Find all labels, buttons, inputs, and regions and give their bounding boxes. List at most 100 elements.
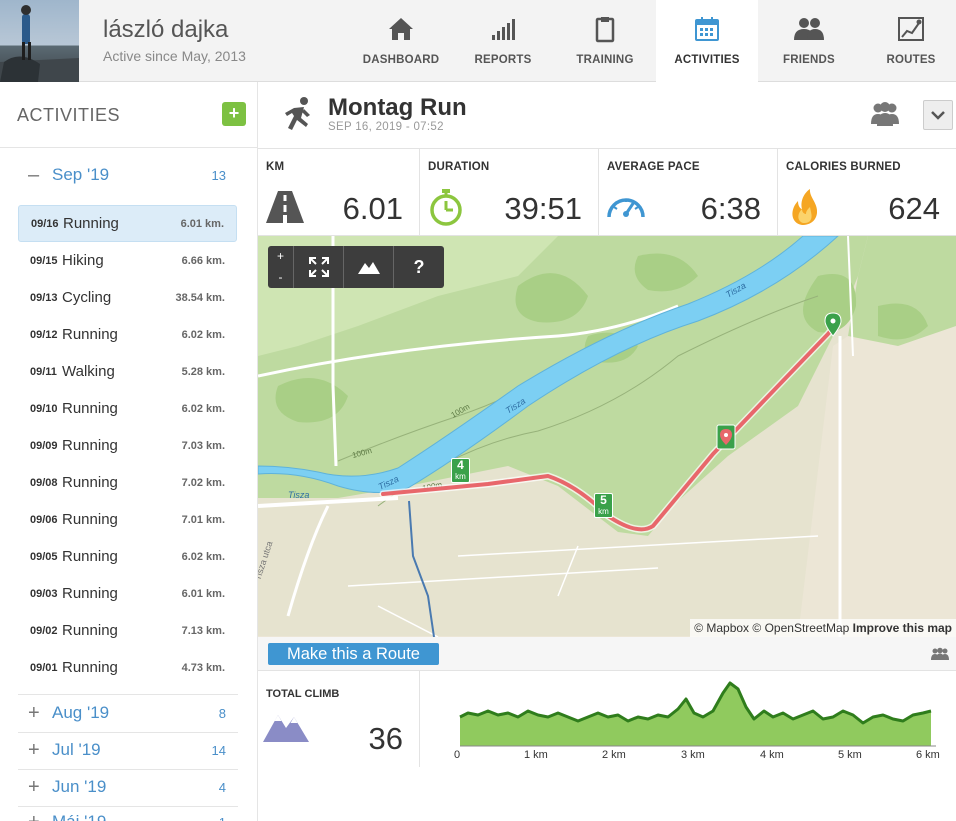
home-icon [389, 18, 413, 40]
chevron-down-icon [931, 111, 945, 120]
stat-calories: CALORIES BURNED 624 [778, 149, 956, 237]
activity-distance: 7.13 km. [181, 624, 225, 637]
divider [18, 732, 238, 733]
activity-date: 09/13 [30, 291, 58, 304]
main-nav: DASHBOARD REPORTS TRAINING ACTIVITIES FR… [350, 0, 956, 83]
actions-dropdown-button[interactable] [923, 100, 953, 130]
activity-list: 09/16 Running 6.01 km. 09/15 Hiking 6.66 km.… [18, 205, 237, 686]
month-header-may[interactable]: + Máj '19 1 [18, 804, 238, 821]
activity-distance: 6.66 km. [181, 254, 225, 267]
km-marker-5[interactable]: 5 km [594, 493, 613, 518]
activity-distance: 6.02 km. [181, 402, 225, 415]
activity-row[interactable]: 09/10 Running 6.02 km. [18, 390, 237, 427]
activity-type: Running [62, 437, 118, 454]
speedometer-icon [607, 198, 645, 218]
month-count: 13 [211, 167, 226, 183]
activity-row[interactable]: 09/03 Running 6.01 km. [18, 575, 237, 612]
collapse-icon: – [28, 163, 40, 186]
km-marker-number: 5 [600, 493, 607, 507]
activity-row[interactable]: 09/05 Running 6.02 km. [18, 538, 237, 575]
avatar-photo [0, 5, 79, 82]
route-start-pin[interactable] [824, 312, 842, 337]
expand-icon: + [28, 738, 40, 761]
zoom-out-button[interactable]: - [278, 270, 283, 284]
stat-value: 6.01 [342, 191, 403, 226]
tab-training[interactable]: TRAINING [554, 0, 656, 82]
make-route-button[interactable]: Make this a Route [268, 643, 439, 665]
elevation-chart[interactable]: 0 1 km 2 km 3 km 4 km 5 km 6 km [448, 671, 948, 771]
activity-row[interactable]: 09/08 Running 7.02 km. [18, 464, 237, 501]
add-activity-button[interactable]: + [222, 102, 246, 126]
elevation-profile [459, 681, 936, 747]
route-map-icon [898, 17, 924, 41]
month-header-jun[interactable]: + Jun '19 4 [18, 769, 238, 805]
activity-row[interactable]: 09/12 Running 6.02 km. [18, 316, 237, 353]
km-marker-4[interactable]: 4 km [451, 458, 470, 483]
improve-map-link[interactable]: Improve this map [852, 621, 952, 635]
activity-row[interactable]: 09/02 Running 7.13 km. [18, 612, 237, 649]
tab-label: FRIENDS [783, 54, 835, 66]
month-count: 4 [218, 779, 226, 795]
climb-value: 36 [368, 721, 403, 756]
activity-map[interactable]: Tisza Tisza Tisza Tisza 100m 100m 100m T… [258, 236, 956, 637]
month-header-sep[interactable]: – Sep '19 13 [18, 157, 238, 193]
activity-date: 09/09 [30, 439, 58, 452]
month-header-jul[interactable]: + Jul '19 14 [18, 732, 238, 768]
axis-label: 4 km [760, 749, 784, 761]
zoom-in-button[interactable]: + [276, 249, 284, 263]
activity-row[interactable]: 09/06 Running 7.01 km. [18, 501, 237, 538]
activity-row[interactable]: 09/15 Hiking 6.66 km. [18, 242, 237, 279]
terrain-button[interactable] [344, 246, 394, 288]
mountain-icon [357, 262, 380, 274]
activity-distance: 6.02 km. [181, 328, 225, 341]
activity-type: Cycling [62, 289, 112, 306]
route-end-pin[interactable] [716, 424, 736, 450]
osm-link[interactable]: © OpenStreetMap [752, 621, 850, 635]
tab-label: REPORTS [474, 54, 532, 66]
tab-label: ACTIVITIES [674, 54, 740, 66]
divider [18, 769, 238, 770]
tab-reports[interactable]: REPORTS [452, 0, 554, 82]
tab-dashboard[interactable]: DASHBOARD [350, 0, 452, 82]
avatar[interactable] [0, 0, 79, 82]
activity-date: 09/12 [30, 328, 58, 341]
activity-date: 09/06 [30, 513, 58, 526]
activity-type: Running [62, 622, 118, 639]
activity-row[interactable]: 09/11 Walking 5.28 km. [18, 353, 237, 390]
month-count: 1 [219, 815, 238, 821]
activity-date: 09/11 [30, 365, 57, 378]
activity-distance: 7.03 km. [181, 439, 225, 452]
activity-distance: 6.01 km. [181, 587, 225, 600]
fullscreen-button[interactable] [294, 246, 344, 288]
stat-label: CALORIES BURNED [786, 161, 901, 173]
tab-routes[interactable]: ROUTES [860, 0, 956, 82]
user-since: Active since May, 2013 [103, 48, 246, 64]
activity-row[interactable]: 09/16 Running 6.01 km. [18, 205, 237, 242]
tab-friends[interactable]: FRIENDS [758, 0, 860, 82]
activity-row[interactable]: 09/13 Cycling 38.54 km. [18, 279, 237, 316]
zoom-controls: + - [268, 246, 294, 288]
month-header-aug[interactable]: + Aug '19 8 [18, 695, 238, 731]
bar-chart-icon [492, 19, 515, 40]
friends-icon[interactable] [868, 100, 902, 128]
month-label: Máj '19 [52, 812, 219, 821]
month-label: Jul '19 [52, 740, 101, 759]
activity-datetime: SEP 16, 2019 - 07:52 [328, 121, 444, 133]
divider [0, 147, 257, 148]
road-icon [266, 191, 304, 223]
tab-label: TRAINING [576, 54, 634, 66]
expand-icon: + [28, 775, 40, 798]
activity-row[interactable]: 09/01 Running 4.73 km. [18, 649, 237, 686]
tab-activities[interactable]: ACTIVITIES [656, 0, 758, 83]
activity-date: 09/08 [30, 476, 58, 489]
expand-icon: + [18, 811, 52, 821]
axis-label: 5 km [838, 749, 862, 761]
divider [18, 694, 238, 695]
mapbox-link[interactable]: © Mapbox [694, 621, 750, 635]
group-icon[interactable] [930, 647, 950, 661]
running-icon [285, 97, 310, 130]
activity-row[interactable]: 09/09 Running 7.03 km. [18, 427, 237, 464]
help-button[interactable]: ? [413, 256, 425, 277]
calendar-icon [695, 17, 719, 41]
month-count: 14 [211, 742, 226, 758]
